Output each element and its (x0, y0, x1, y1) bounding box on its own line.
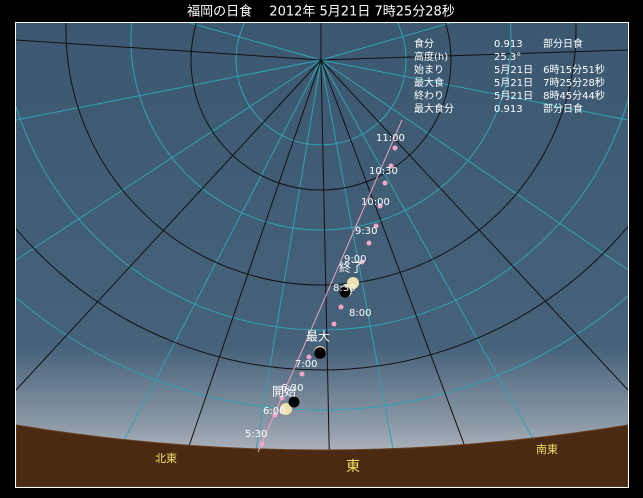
sky (16, 23, 628, 487)
time-label: 10:30 (369, 166, 398, 177)
time-label: 11:00 (376, 133, 405, 144)
time-labels: 5:30 6:00 6:30 7:00 8:00 8:30 9:00 9:30 … (245, 133, 405, 440)
info-label: 始まり (414, 63, 444, 76)
time-label: 6:00 (263, 406, 285, 417)
info-panel: 食分 0.913 部分日食 高度(h) 25.3° 始まり 5月21日 6時15… (414, 37, 605, 115)
time-label: 9:30 (355, 226, 377, 237)
info-label: 最大食分 (414, 102, 454, 115)
info-value: 5月21日 8時45分44秒 (494, 89, 605, 102)
direction-label: 南東 (536, 443, 558, 456)
time-label: 5:30 (245, 429, 267, 440)
frame (15, 22, 629, 488)
info-value: 25.3° (494, 52, 521, 63)
time-label: 8:30 (333, 283, 355, 294)
info-label: 高度(h) (414, 50, 448, 63)
time-label: 6:30 (281, 383, 303, 394)
info-value: 5月21日 6時15分51秒 (494, 63, 605, 76)
info-label: 最大食 (414, 76, 444, 89)
info-label: 食分 (414, 37, 434, 50)
info-value: 部分日食 (543, 102, 583, 115)
time-label: 7:00 (295, 359, 317, 370)
info-value: 部分日食 (543, 37, 583, 50)
info-value: 0.913 (494, 104, 523, 115)
event-label: 開始 (272, 385, 296, 399)
time-label: 10:00 (361, 197, 390, 208)
time-label: 9:00 (344, 254, 366, 265)
direction-label: 東 (346, 459, 360, 475)
info-value: 0.913 (494, 39, 523, 50)
event-label: 最大 (306, 330, 330, 344)
info-value: 5月21日 7時25分28秒 (494, 76, 605, 89)
time-label: 8:00 (349, 308, 371, 319)
direction-label: 北東 (155, 452, 177, 465)
info-label: 終わり (414, 89, 444, 102)
event-label: 終了 (339, 260, 363, 275)
title: 福岡の日食 2012年 5月21日 7時25分28秒 (187, 4, 455, 20)
